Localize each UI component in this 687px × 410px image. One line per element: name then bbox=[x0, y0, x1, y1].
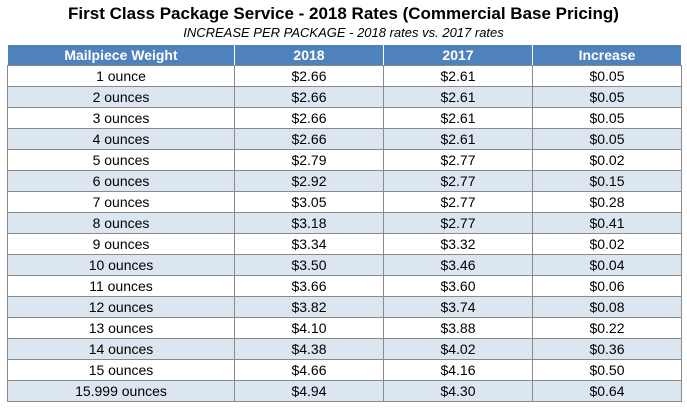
column-header-2018: 2018 bbox=[234, 44, 384, 66]
table-header-row: Mailpiece Weight 2018 2017 Increase bbox=[7, 44, 682, 66]
cell-increase: $0.05 bbox=[532, 128, 682, 150]
cell-increase: $0.64 bbox=[532, 380, 682, 402]
cell-weight: 13 ounces bbox=[7, 317, 235, 339]
table-row: 11 ounces $3.66 $3.60 $0.06 bbox=[7, 275, 682, 297]
cell-increase: $0.02 bbox=[532, 149, 682, 171]
cell-rate-2017: $2.77 bbox=[383, 191, 533, 213]
cell-rate-2018: $3.05 bbox=[234, 191, 384, 213]
cell-rate-2018: $2.66 bbox=[234, 128, 384, 150]
table-row: 6 ounces $2.92 $2.77 $0.15 bbox=[7, 170, 682, 192]
cell-increase: $0.05 bbox=[532, 107, 682, 129]
cell-rate-2018: $2.66 bbox=[234, 86, 384, 108]
cell-rate-2018: $2.66 bbox=[234, 107, 384, 129]
cell-rate-2018: $4.66 bbox=[234, 359, 384, 381]
cell-weight: 10 ounces bbox=[7, 254, 235, 276]
table-row: 8 ounces $3.18 $2.77 $0.41 bbox=[7, 212, 682, 234]
cell-rate-2017: $2.61 bbox=[383, 128, 533, 150]
cell-weight: 11 ounces bbox=[7, 275, 235, 297]
table-row: 9 ounces $3.34 $3.32 $0.02 bbox=[7, 233, 682, 255]
cell-weight: 14 ounces bbox=[7, 338, 235, 360]
cell-rate-2018: $2.79 bbox=[234, 149, 384, 171]
table-row: 14 ounces $4.38 $4.02 $0.36 bbox=[7, 338, 682, 360]
cell-weight: 5 ounces bbox=[7, 149, 235, 171]
cell-weight: 6 ounces bbox=[7, 170, 235, 192]
cell-weight: 2 ounces bbox=[7, 86, 235, 108]
cell-weight: 9 ounces bbox=[7, 233, 235, 255]
cell-weight: 3 ounces bbox=[7, 107, 235, 129]
column-header-increase: Increase bbox=[532, 44, 682, 66]
table-row: 7 ounces $3.05 $2.77 $0.28 bbox=[7, 191, 682, 213]
table-row: 2 ounces $2.66 $2.61 $0.05 bbox=[7, 86, 682, 108]
table-row: 1 ounce $2.66 $2.61 $0.05 bbox=[7, 65, 682, 87]
page-title: First Class Package Service - 2018 Rates… bbox=[68, 4, 619, 23]
cell-rate-2017: $4.30 bbox=[383, 380, 533, 402]
cell-rate-2017: $2.77 bbox=[383, 149, 533, 171]
cell-rate-2017: $2.61 bbox=[383, 65, 533, 87]
cell-increase: $0.06 bbox=[532, 275, 682, 297]
cell-rate-2017: $2.61 bbox=[383, 86, 533, 108]
table-row: 12 ounces $3.82 $3.74 $0.08 bbox=[7, 296, 682, 318]
cell-increase: $0.36 bbox=[532, 338, 682, 360]
cell-rate-2018: $3.34 bbox=[234, 233, 384, 255]
cell-rate-2018: $4.10 bbox=[234, 317, 384, 339]
cell-rate-2017: $3.74 bbox=[383, 296, 533, 318]
cell-weight: 8 ounces bbox=[7, 212, 235, 234]
cell-increase: $0.05 bbox=[532, 86, 682, 108]
table-row: 4 ounces $2.66 $2.61 $0.05 bbox=[7, 128, 682, 150]
cell-rate-2017: $4.16 bbox=[383, 359, 533, 381]
cell-rate-2018: $3.82 bbox=[234, 296, 384, 318]
cell-rate-2017: $2.61 bbox=[383, 107, 533, 129]
cell-increase: $0.15 bbox=[532, 170, 682, 192]
cell-rate-2018: $3.50 bbox=[234, 254, 384, 276]
cell-rate-2018: $2.66 bbox=[234, 65, 384, 87]
table-row: 13 ounces $4.10 $3.88 $0.22 bbox=[7, 317, 682, 339]
cell-increase: $0.28 bbox=[532, 191, 682, 213]
cell-rate-2017: $3.46 bbox=[383, 254, 533, 276]
cell-increase: $0.22 bbox=[532, 317, 682, 339]
cell-rate-2018: $4.38 bbox=[234, 338, 384, 360]
cell-rate-2017: $3.32 bbox=[383, 233, 533, 255]
cell-weight: 15 ounces bbox=[7, 359, 235, 381]
cell-weight: 12 ounces bbox=[7, 296, 235, 318]
page-subtitle: INCREASE PER PACKAGE - 2018 rates vs. 20… bbox=[183, 25, 504, 40]
cell-rate-2018: $3.18 bbox=[234, 212, 384, 234]
cell-weight: 1 ounce bbox=[7, 65, 235, 87]
cell-rate-2018: $3.66 bbox=[234, 275, 384, 297]
cell-weight: 15.999 ounces bbox=[7, 380, 235, 402]
cell-increase: $0.50 bbox=[532, 359, 682, 381]
table-row: 3 ounces $2.66 $2.61 $0.05 bbox=[7, 107, 682, 129]
cell-weight: 4 ounces bbox=[7, 128, 235, 150]
cell-rate-2017: $3.88 bbox=[383, 317, 533, 339]
cell-rate-2017: $2.77 bbox=[383, 170, 533, 192]
cell-rate-2017: $2.77 bbox=[383, 212, 533, 234]
cell-rate-2018: $4.94 bbox=[234, 380, 384, 402]
cell-weight: 7 ounces bbox=[7, 191, 235, 213]
table-row: 10 ounces $3.50 $3.46 $0.04 bbox=[7, 254, 682, 276]
column-header-weight: Mailpiece Weight bbox=[7, 44, 235, 66]
cell-increase: $0.05 bbox=[532, 65, 682, 87]
cell-rate-2018: $2.92 bbox=[234, 170, 384, 192]
cell-increase: $0.04 bbox=[532, 254, 682, 276]
cell-increase: $0.02 bbox=[532, 233, 682, 255]
table-row: 15.999 ounces $4.94 $4.30 $0.64 bbox=[7, 380, 682, 402]
table-row: 5 ounces $2.79 $2.77 $0.02 bbox=[7, 149, 682, 171]
cell-increase: $0.08 bbox=[532, 296, 682, 318]
cell-rate-2017: $3.60 bbox=[383, 275, 533, 297]
table-row: 15 ounces $4.66 $4.16 $0.50 bbox=[7, 359, 682, 381]
column-header-2017: 2017 bbox=[383, 44, 533, 66]
cell-rate-2017: $4.02 bbox=[383, 338, 533, 360]
cell-increase: $0.41 bbox=[532, 212, 682, 234]
rates-table: Mailpiece Weight 2018 2017 Increase 1 ou… bbox=[7, 44, 682, 402]
